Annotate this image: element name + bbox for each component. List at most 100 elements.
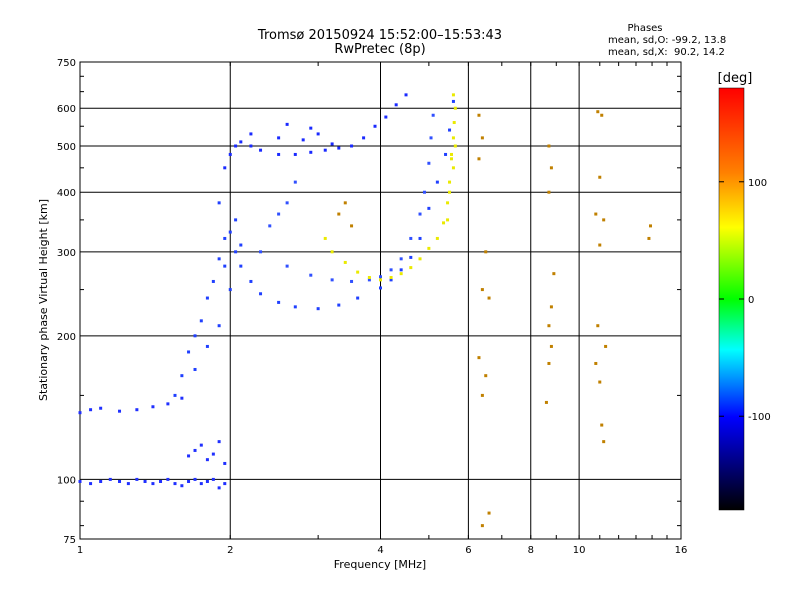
data-point (234, 218, 238, 222)
data-point (384, 115, 388, 119)
data-point (367, 276, 371, 280)
data-point (379, 286, 382, 290)
data-point (316, 307, 320, 311)
data-point (451, 93, 455, 97)
data-point (78, 479, 82, 483)
data-point (598, 175, 602, 179)
data-point (268, 224, 272, 228)
data-point (249, 144, 253, 148)
data-point (350, 279, 354, 283)
data-point (199, 482, 203, 486)
data-point (429, 136, 433, 140)
data-point (427, 246, 431, 250)
data-point (547, 144, 551, 148)
data-point (293, 180, 297, 184)
gridlines (80, 62, 681, 539)
data-point (389, 268, 393, 272)
y-tick-label: 200 (57, 332, 76, 343)
data-point (449, 157, 453, 161)
data-point (544, 400, 548, 404)
data-point (277, 300, 281, 304)
data-point (367, 278, 371, 282)
data-point (480, 524, 484, 528)
data-point (484, 250, 488, 254)
data-point (343, 260, 347, 264)
data-point (223, 236, 227, 240)
data-point (487, 296, 491, 300)
chart-subtitle: RwPretec (8p) (334, 42, 425, 57)
data-point (223, 166, 227, 170)
data-point (602, 218, 606, 222)
data-point (337, 303, 341, 307)
data-point (356, 296, 360, 300)
data-point (259, 250, 263, 254)
data-point (301, 138, 305, 142)
data-point (596, 110, 600, 114)
data-point (199, 443, 203, 447)
data-point (451, 99, 455, 103)
y-tick-label: 100 (57, 475, 76, 486)
data-point (173, 393, 177, 397)
data-point (205, 296, 209, 300)
y-tick-label: 300 (57, 248, 76, 259)
data-point (187, 350, 191, 354)
data-point (159, 479, 163, 483)
data-point (435, 180, 439, 184)
data-point (217, 201, 221, 205)
data-point (356, 270, 360, 274)
data-point (446, 218, 450, 222)
data-point (409, 266, 413, 270)
data-point (135, 477, 139, 481)
y-axis-ticks: 75 100 200 300 400 500 600 750 (57, 58, 681, 546)
data-point (211, 452, 215, 456)
stats-heading: Phases (627, 23, 662, 34)
data-point (99, 479, 103, 483)
data-point (343, 201, 347, 205)
colorbar-tick-label: 0 (748, 295, 754, 306)
data-point (330, 142, 334, 146)
data-point (547, 324, 551, 328)
data-point (444, 152, 448, 156)
data-point (309, 273, 313, 277)
data-point (199, 319, 203, 323)
data-point (389, 278, 393, 282)
data-point (330, 278, 334, 282)
data-point (350, 224, 354, 228)
colorbar-tick-label: 100 (748, 178, 767, 189)
data-point (600, 113, 604, 117)
y-tick-label: 75 (63, 535, 76, 546)
data-point (487, 511, 491, 515)
data-point (217, 257, 221, 261)
data-point (427, 161, 431, 165)
data-point (118, 479, 122, 483)
data-point (89, 408, 93, 412)
data-point (151, 482, 155, 486)
data-points (78, 93, 653, 528)
data-point (598, 380, 602, 384)
data-point (600, 423, 604, 427)
y-tick-label: 600 (57, 104, 76, 115)
data-point (249, 132, 253, 136)
data-point (594, 212, 598, 216)
data-point (143, 479, 147, 483)
data-point (409, 255, 413, 259)
data-point (480, 288, 484, 292)
data-point (228, 152, 232, 156)
data-point (477, 157, 481, 161)
data-point (477, 356, 481, 360)
data-point (477, 113, 481, 117)
data-point (285, 264, 289, 268)
data-point (234, 144, 238, 148)
data-point (604, 344, 608, 348)
data-point (228, 288, 232, 292)
data-point (193, 334, 197, 338)
x-tick-label: 2 (227, 545, 233, 556)
data-point (453, 106, 457, 110)
data-point (549, 344, 553, 348)
data-point (480, 136, 484, 140)
data-point (453, 144, 457, 148)
data-point (285, 201, 289, 205)
data-point (484, 374, 488, 378)
data-point (427, 206, 431, 210)
data-point (316, 132, 320, 136)
